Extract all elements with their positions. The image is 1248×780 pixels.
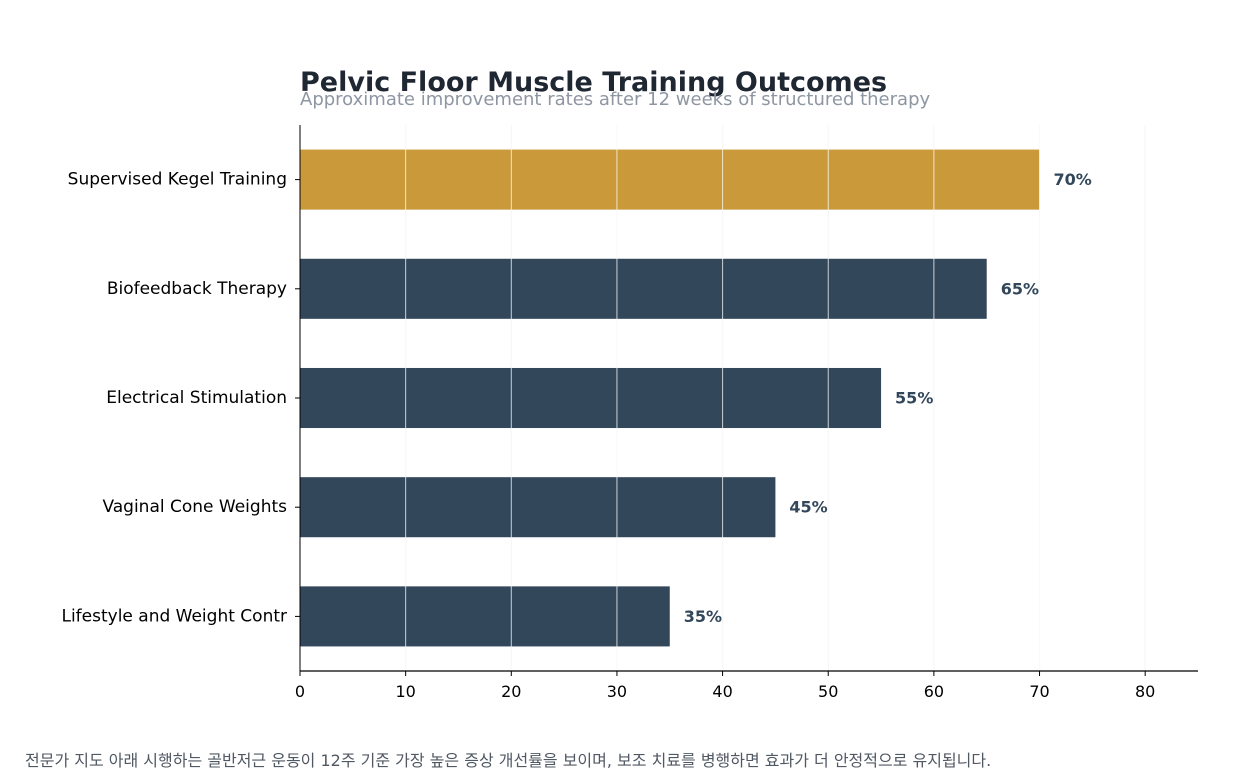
x-tick-label: 50 — [818, 682, 838, 701]
value-label: 65% — [1001, 279, 1039, 298]
category-label: Supervised Kegel Training — [68, 170, 287, 190]
x-tick-label: 10 — [395, 682, 415, 701]
x-tick-label: 80 — [1135, 682, 1155, 701]
bar — [300, 367, 882, 429]
category-label: Lifestyle and Weight Contr — [61, 606, 287, 626]
chart-footnote: 전문가 지도 아래 시행하는 골반저근 운동이 12주 기준 가장 높은 증상 … — [25, 751, 992, 770]
bar — [300, 149, 1040, 210]
category-label: Electrical Stimulation — [106, 388, 287, 408]
category-label: Vaginal Cone Weights — [102, 497, 287, 517]
bar — [300, 258, 987, 319]
category-label: Biofeedback Therapy — [107, 279, 287, 299]
chart-subtitle: Approximate improvement rates after 12 w… — [300, 89, 931, 110]
value-label: 35% — [684, 607, 722, 626]
chart-title: Pelvic Floor Muscle Training Outcomes — [300, 67, 888, 98]
x-tick-label: 70 — [1029, 682, 1049, 701]
x-tick-label: 40 — [712, 682, 732, 701]
bar — [300, 477, 776, 538]
x-tick-label: 0 — [295, 682, 305, 701]
x-tick-label: 60 — [924, 682, 944, 701]
bar — [300, 586, 670, 647]
value-label: 55% — [895, 389, 933, 408]
value-label: 45% — [789, 498, 827, 517]
x-tick-label: 20 — [501, 682, 521, 701]
x-tick-label: 30 — [607, 682, 627, 701]
value-label: 70% — [1054, 170, 1092, 189]
